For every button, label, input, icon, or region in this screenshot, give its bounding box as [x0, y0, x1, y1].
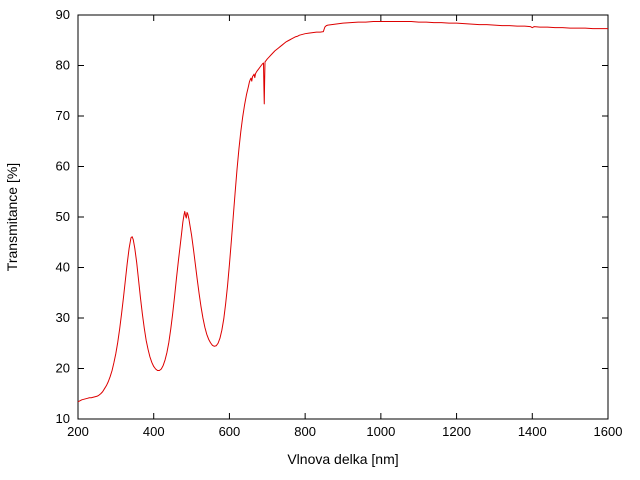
y-tick-label: 40 — [56, 260, 70, 275]
y-tick-label: 90 — [56, 7, 70, 22]
x-tick-label: 1000 — [366, 424, 395, 439]
y-tick-label: 60 — [56, 159, 70, 174]
y-axis-label: Transmitance [%] — [4, 163, 20, 271]
y-tick-label: 10 — [56, 411, 70, 426]
plot-dynamic-layer: 200 400 600 800 1000 1200 1400 1600 10 20 30 40 50 60… — [56, 7, 623, 439]
y-tick-label: 50 — [56, 209, 70, 224]
plot-border — [77, 14, 609, 420]
y-tick-label: 70 — [56, 108, 70, 123]
x-tick-label: 800 — [294, 424, 316, 439]
x-tick-label: 600 — [219, 424, 241, 439]
x-tick-label: 200 — [67, 424, 89, 439]
y-tick-label: 30 — [56, 310, 70, 325]
x-tick-label: 1600 — [594, 424, 623, 439]
series-transmittance — [77, 21, 608, 403]
y-tick-label: 20 — [56, 361, 70, 376]
x-tick-label: 1400 — [518, 424, 547, 439]
x-axis-label: Vlnova delka [nm] — [287, 451, 398, 467]
x-tick-label: 1200 — [442, 424, 471, 439]
y-tick-label: 80 — [56, 58, 70, 73]
x-tick-label: 400 — [143, 424, 165, 439]
